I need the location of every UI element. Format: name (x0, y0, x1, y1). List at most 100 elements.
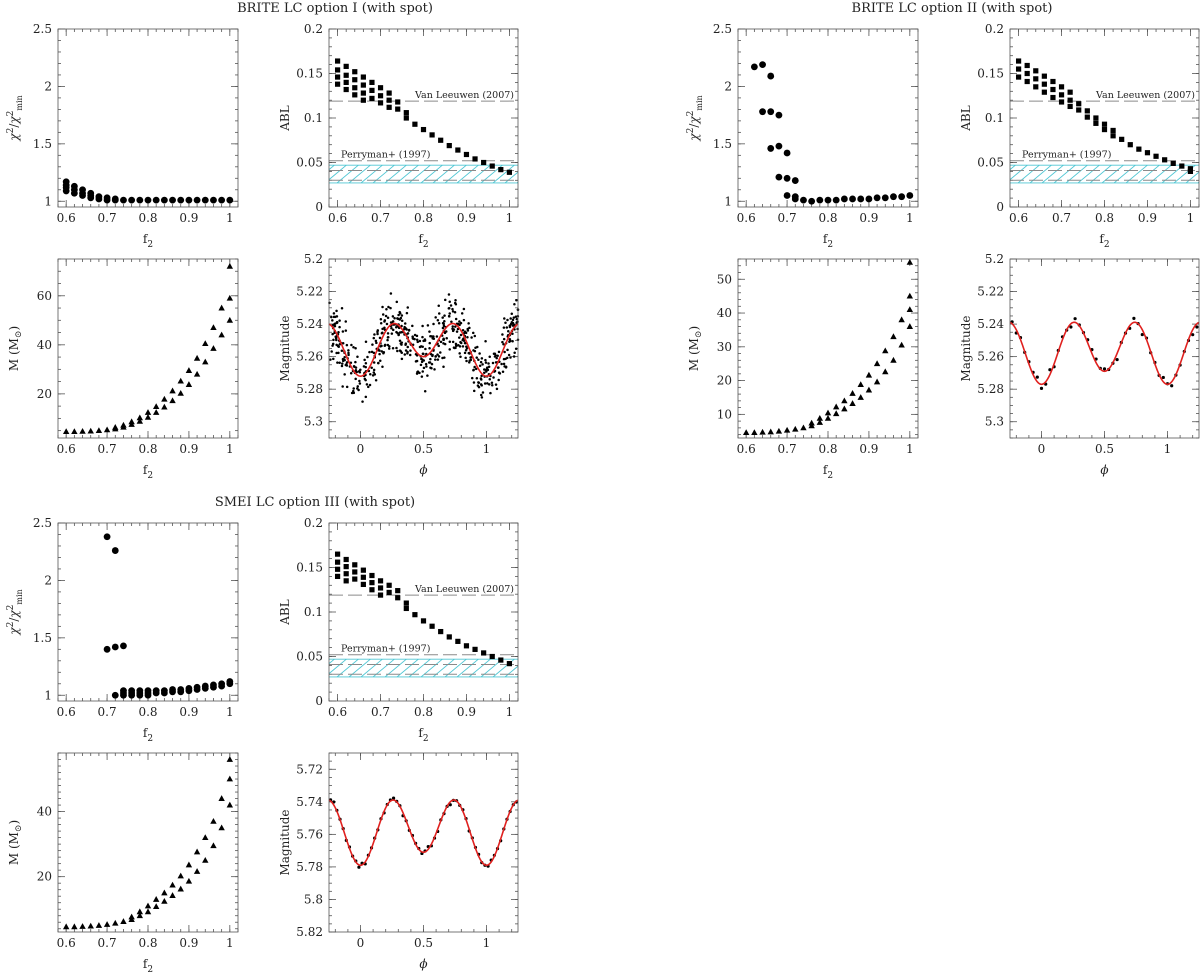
x-axis-label-phase: ϕ (419, 463, 427, 477)
observation-point (488, 377, 492, 381)
perryman-label: Perryman+ (1997) (341, 150, 430, 161)
data-point (751, 429, 758, 435)
data-point (160, 196, 168, 204)
observation-point (372, 351, 376, 355)
data-point (369, 587, 375, 593)
group-title-brite-option-1: BRITE LC option I (with spot) (237, 1, 433, 16)
y-tick-label: 5.3 (304, 415, 323, 429)
observation-point (335, 321, 339, 324)
data-point (79, 923, 86, 929)
observation-point (492, 376, 495, 379)
data-point (343, 86, 349, 93)
observation-point (424, 347, 427, 351)
data-point (420, 126, 427, 133)
data-point (742, 429, 750, 435)
observation-point (354, 346, 357, 350)
observation-point (490, 381, 494, 384)
observation-point (389, 306, 392, 310)
observation-point (437, 321, 441, 325)
observation-point (357, 865, 361, 869)
observation-point (381, 313, 385, 316)
observation-point (330, 350, 333, 353)
observation-point (465, 347, 469, 350)
data-point (386, 589, 392, 596)
observation-point (390, 326, 393, 330)
observation-point (400, 343, 403, 346)
x-tick-label: 0.8 (138, 211, 157, 225)
data-point (169, 397, 176, 404)
observation-point (466, 335, 469, 339)
data-point (161, 898, 168, 904)
y-tick-label: 5.26 (296, 350, 323, 364)
axes-frame (57, 28, 239, 208)
y-tick-label: 0.2 (985, 22, 1004, 36)
observation-point (448, 312, 451, 315)
data-point (185, 687, 193, 695)
data-point (377, 85, 384, 91)
data-point (386, 582, 392, 588)
data-point (816, 415, 824, 421)
observation-point (349, 371, 353, 375)
band-hatch (329, 165, 335, 171)
data-point (352, 569, 358, 575)
y-tick-label: 5.28 (977, 382, 1004, 396)
observation-point (400, 351, 403, 354)
y-tick-label: 5.3 (985, 415, 1004, 429)
data-point (882, 347, 889, 354)
data-point (403, 605, 409, 612)
observation-point (356, 385, 360, 388)
data-point (873, 378, 881, 385)
observation-point (480, 374, 483, 378)
x-tick-label: 0.9 (179, 211, 198, 225)
observation-point (419, 363, 423, 367)
data-point (226, 775, 234, 782)
observation-point (497, 366, 500, 369)
observation-point (459, 333, 463, 337)
data-point (1041, 73, 1047, 79)
data-point (226, 316, 234, 323)
observation-point (448, 315, 451, 318)
observation-point (480, 396, 484, 399)
observation-point (383, 344, 387, 347)
observation-point (378, 349, 381, 352)
data-point (185, 861, 193, 868)
data-point (906, 192, 914, 199)
y-axis-label-mass: M (M⊙) (687, 326, 704, 371)
data-point (185, 196, 193, 204)
observation-point (391, 796, 396, 800)
data-point (403, 110, 409, 116)
data-point (506, 661, 513, 667)
data-point (360, 74, 366, 80)
observation-point (444, 298, 447, 302)
data-point (1024, 70, 1030, 77)
x-axis-label-f2: f2 (823, 463, 833, 481)
observation-point (1039, 386, 1044, 390)
observation-point (387, 347, 391, 350)
observation-point (428, 346, 431, 350)
data-point (169, 892, 176, 898)
observation-point (434, 316, 437, 319)
data-point (352, 77, 358, 83)
observation-point (449, 304, 453, 307)
x-tick-label: 0.9 (859, 211, 878, 225)
data-point (120, 642, 127, 650)
observation-point (437, 312, 441, 315)
data-point (377, 585, 384, 591)
x-tick-label: 0.7 (371, 211, 390, 225)
observation-point (443, 314, 446, 317)
x-tick-label: 0 (357, 442, 365, 456)
data-point (352, 562, 358, 568)
data-point (343, 79, 349, 85)
x-tick-label: 1 (506, 211, 514, 225)
band-hatch (1041, 165, 1064, 183)
observation-point (364, 340, 368, 343)
observation-point (437, 355, 441, 358)
data-point (832, 196, 840, 204)
observation-point (328, 301, 331, 305)
observation-point (384, 314, 388, 318)
data-point (1187, 166, 1194, 172)
data-point (395, 588, 401, 594)
data-point (1058, 84, 1065, 90)
observation-point (371, 374, 375, 377)
observation-point (405, 311, 409, 315)
